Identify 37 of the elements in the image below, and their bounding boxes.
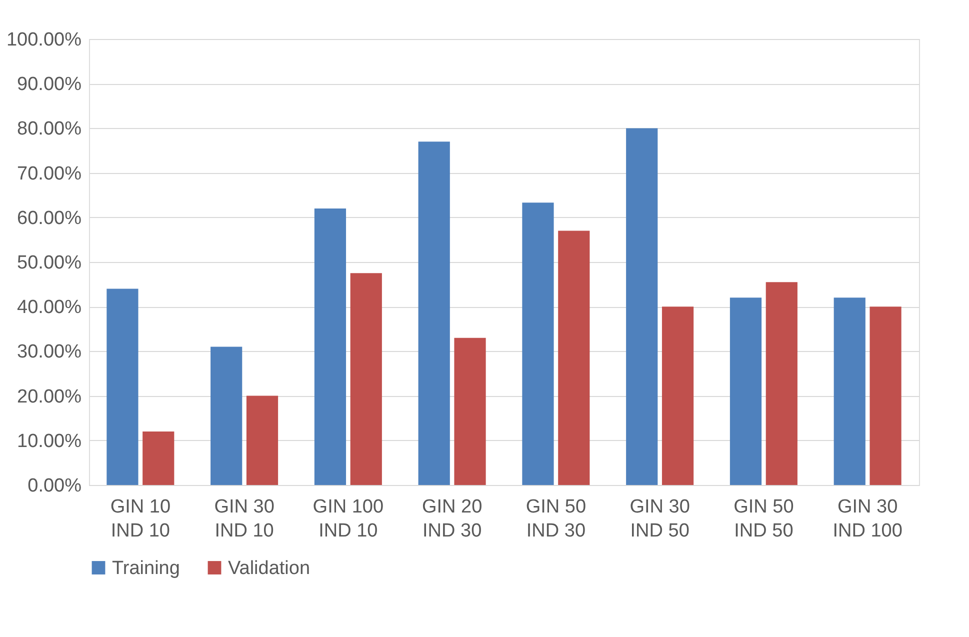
bar: [558, 230, 590, 485]
y-tick-label: 0.00%: [28, 476, 82, 496]
bar: [246, 396, 278, 485]
bar: [314, 208, 346, 485]
x-tick-label: GIN 50 IND 30: [526, 496, 586, 542]
y-tick-label: 80.00%: [17, 118, 82, 140]
y-tick-label: 10.00%: [17, 430, 82, 452]
x-tick-label: GIN 50 IND 50: [734, 496, 794, 542]
x-tick-label: GIN 20 IND 30: [422, 496, 482, 542]
bar: [834, 298, 866, 485]
y-tick-label: 50.00%: [17, 252, 82, 274]
bar: [870, 306, 902, 485]
legend-label: Training: [112, 558, 180, 579]
y-tick-label: 40.00%: [17, 297, 82, 318]
y-tick-label: 90.00%: [17, 74, 82, 96]
x-tick-label: GIN 30 IND 100: [832, 496, 902, 542]
bar: [454, 338, 486, 485]
bar: [626, 128, 658, 485]
bar: [662, 306, 694, 485]
x-tick-label: GIN 30 IND 50: [630, 496, 690, 542]
y-tick-label: 70.00%: [17, 163, 82, 184]
x-tick-label: GIN 10 IND 10: [110, 496, 171, 542]
x-tick-label: GIN 30 IND 10: [214, 496, 274, 542]
x-tick-label: GIN 100 IND 10: [312, 496, 384, 542]
y-tick-label: 100.00%: [6, 30, 82, 50]
bar: [210, 346, 242, 485]
bar: [350, 273, 382, 485]
y-tick-label: 30.00%: [17, 342, 82, 363]
bar: [766, 282, 798, 485]
y-tick-label: 60.00%: [17, 208, 82, 229]
bar: [418, 142, 450, 485]
bar: [106, 288, 138, 485]
y-tick-label: 20.00%: [17, 386, 82, 408]
bar: [142, 431, 174, 485]
legend-label: Validation: [228, 558, 310, 579]
bar: [522, 202, 554, 485]
bar: [730, 298, 762, 485]
